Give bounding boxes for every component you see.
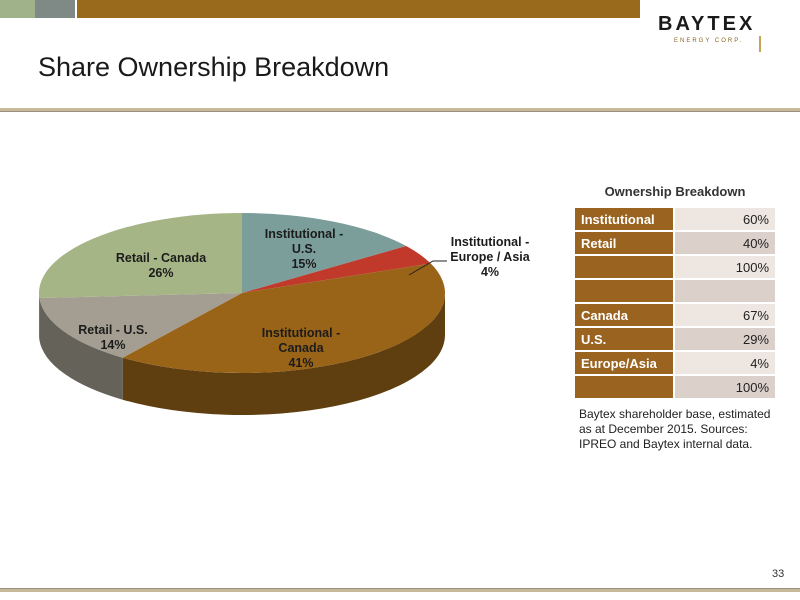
- table-row-value: 29%: [675, 328, 775, 352]
- pie-label-line: Retail - Canada: [115, 251, 207, 265]
- table-row-label: [575, 280, 675, 304]
- pie-label-institutional-europe-asia: Institutional - Europe / Asia 4%: [440, 235, 540, 280]
- table-row-label: [575, 376, 675, 400]
- pie-label-line: Retail - U.S.: [78, 323, 148, 337]
- top-bar-segment-gray: [35, 0, 75, 18]
- table-row-value: 60%: [675, 208, 775, 232]
- ownership-table: Institutional 60% Retail 40% 100% Canada…: [575, 208, 775, 400]
- pie-slice-side: [122, 293, 445, 415]
- pie-slice: [39, 293, 242, 358]
- baytex-logo: BAYTEX ENERGY CORP.: [640, 0, 800, 60]
- pie-label-line: 15%: [291, 257, 317, 271]
- top-bar-segment-brown: [77, 0, 640, 18]
- pie-slice: [39, 213, 242, 299]
- table-row: Canada 67%: [575, 304, 775, 328]
- table-row-label: Retail: [575, 232, 675, 256]
- pie-label-retail-canada: Retail - Canada 26%: [105, 251, 217, 281]
- pie-label-retail-us: Retail - U.S. 14%: [63, 323, 163, 353]
- table-row: [575, 280, 775, 304]
- pie-label-line: Institutional -: [264, 227, 344, 241]
- table-row-value: 100%: [675, 256, 775, 280]
- page-title: Share Ownership Breakdown: [38, 52, 390, 82]
- table-row: 100%: [575, 376, 775, 400]
- pie-slice: [242, 213, 407, 293]
- header-divider: [0, 108, 800, 112]
- table-row: Institutional 60%: [575, 208, 775, 232]
- page-number: 33: [772, 568, 785, 580]
- top-bar-segment-green: [0, 0, 35, 18]
- pie-label-line: 14%: [100, 338, 126, 352]
- source-note: Baytex shareholder base, estimated as at…: [579, 407, 771, 451]
- pie-label-line: 4%: [480, 265, 500, 279]
- table-title: Ownership Breakdown: [604, 184, 746, 199]
- table-row: U.S. 29%: [575, 328, 775, 352]
- table-row-value: [675, 280, 775, 304]
- table-row-label: [575, 256, 675, 280]
- pie-leader-line: [408, 260, 447, 276]
- pie-label-line: Institutional -: [450, 235, 530, 249]
- table-row-value: 67%: [675, 304, 775, 328]
- pie-label-institutional-us: Institutional - U.S. 15%: [248, 227, 360, 272]
- table-row-label: Institutional: [575, 208, 675, 232]
- table-row-label: U.S.: [575, 328, 675, 352]
- pie-label-institutional-canada: Institutional - Canada 41%: [245, 326, 357, 371]
- table-row-value: 4%: [675, 352, 775, 376]
- table-row: Europe/Asia 4%: [575, 352, 775, 376]
- pie-label-line: Institutional -: [261, 326, 341, 340]
- pie-slice: [242, 245, 431, 293]
- table-row-value: 40%: [675, 232, 775, 256]
- logo-sub-text: ENERGY CORP.: [674, 38, 744, 44]
- pie-label-line: Europe / Asia: [450, 250, 530, 264]
- logo-accent-bar: [759, 36, 761, 52]
- logo-main-text: BAYTEX: [658, 13, 756, 35]
- pie-label-line: 41%: [288, 356, 314, 370]
- table-row: Retail 40%: [575, 232, 775, 256]
- table-row-value: 100%: [675, 376, 775, 400]
- table-row-label: Canada: [575, 304, 675, 328]
- footer-divider: [0, 588, 800, 592]
- table-row: 100%: [575, 256, 775, 280]
- table-row-label: Europe/Asia: [575, 352, 675, 376]
- pie-label-line: U.S.: [291, 242, 317, 256]
- pie-slice: [122, 263, 445, 373]
- pie-slice-side: [39, 298, 123, 400]
- pie-label-line: 26%: [148, 266, 174, 280]
- ownership-pie-chart: [39, 213, 445, 415]
- top-color-bar: [0, 0, 640, 18]
- pie-label-line: Canada: [278, 341, 324, 355]
